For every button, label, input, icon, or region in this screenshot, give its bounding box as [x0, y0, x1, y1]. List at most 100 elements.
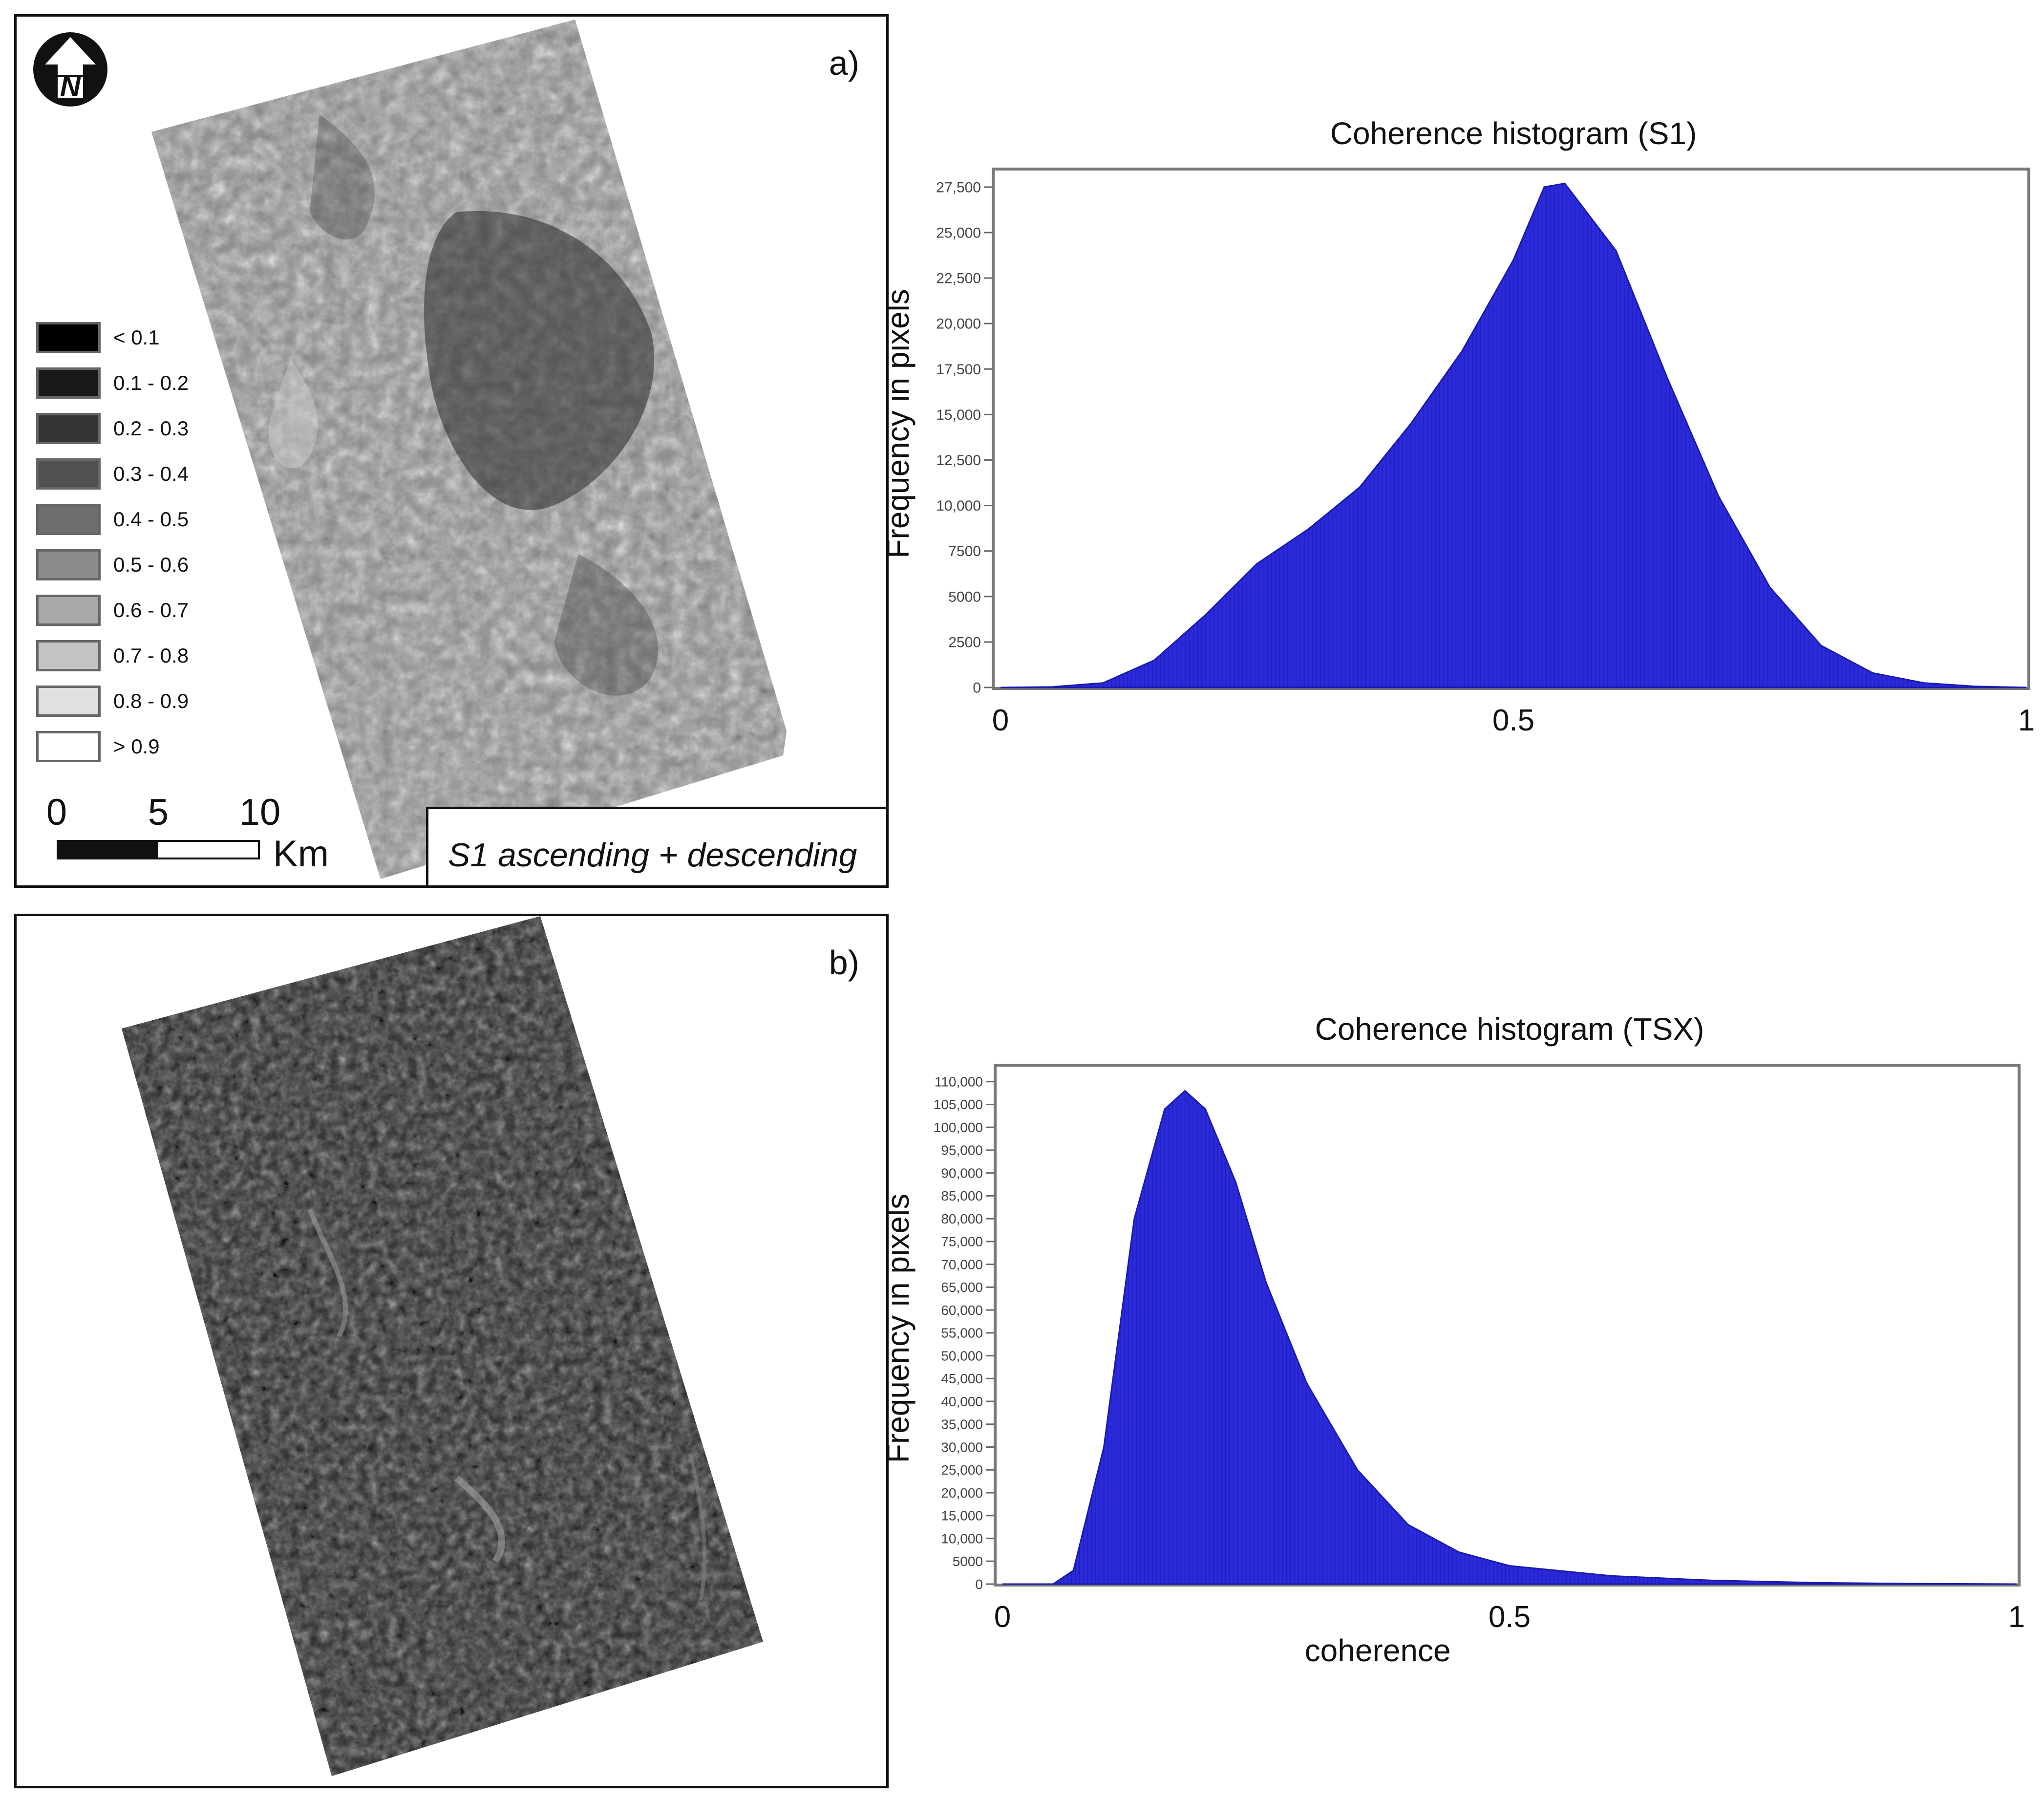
y-tick-label: 5000 [953, 1554, 983, 1569]
scale-unit: Km [273, 833, 329, 875]
y-tick-label: 5000 [948, 589, 981, 605]
legend-item: > 0.9 [36, 724, 189, 769]
y-tick-label: 7500 [948, 543, 981, 559]
legend-item: 0.8 - 0.9 [36, 678, 189, 724]
legend-swatch [36, 412, 101, 444]
y-tick-label: 105,000 [934, 1097, 983, 1112]
plot-frame [994, 1064, 2021, 1587]
coherence-legend: < 0.1 0.1 - 0.2 0.2 - 0.3 0.3 - 0.4 0.4 - 0.… [36, 315, 189, 769]
x-tick-label: 0.5 [1492, 704, 1534, 737]
y-tick-label: 65,000 [941, 1280, 983, 1295]
legend-label: 0.7 - 0.8 [113, 644, 189, 667]
x-tick-label: 1 [2008, 1600, 2025, 1634]
y-tick-label: 40,000 [941, 1394, 983, 1409]
legend-item: < 0.1 [36, 315, 189, 360]
y-tick-label: 17,500 [936, 362, 981, 378]
panel-label-a: a) [829, 44, 859, 82]
legend-swatch [36, 730, 101, 762]
histogram-chart-tsx: Coherence histogram (TSX) 0 5000 10,000 15,0… [880, 1011, 2025, 1668]
y-tick-label: 2500 [948, 634, 981, 650]
histogram-chart-s1: Coherence histogram (S1) 0 2500 5000 7500 10,… [880, 116, 2035, 737]
x-tick-label: 1 [2018, 704, 2035, 737]
legend-label: 0.2 - 0.3 [113, 416, 189, 440]
x-axis-label: coherence [1305, 1633, 1451, 1668]
histogram-bin-lines [1055, 1091, 2013, 1584]
legend-swatch [36, 640, 101, 671]
y-tick-label: 75,000 [941, 1234, 983, 1249]
legend-swatch [36, 322, 101, 353]
map-caption: S1 ascending + descending [448, 837, 857, 874]
y-tick-label: 85,000 [941, 1188, 983, 1203]
legend-swatch [36, 594, 101, 626]
svg-text:N: N [60, 70, 81, 102]
legend-label: > 0.9 [113, 734, 160, 758]
legend-label: 0.5 - 0.6 [113, 553, 189, 576]
y-tick-label: 50,000 [941, 1348, 983, 1363]
y-tick-label: 110,000 [935, 1074, 983, 1089]
legend-swatch [36, 367, 101, 399]
y-tick-label: 100,000 [934, 1120, 983, 1135]
legend-swatch [36, 458, 101, 490]
y-tick-label: 45,000 [941, 1371, 983, 1386]
y-axis-label: Frequency in pixels [880, 289, 916, 558]
scale-bar: 0 5 10 Km [36, 791, 329, 875]
y-tick-label: 20,000 [936, 316, 981, 332]
y-tick-label: 80,000 [941, 1211, 983, 1226]
scale-tick-0: 0 [46, 792, 67, 833]
legend-item: 0.5 - 0.6 [36, 542, 189, 587]
y-tick-label: 15,000 [941, 1508, 983, 1523]
scale-bar-graphic [57, 840, 260, 859]
legend-item: 0.6 - 0.7 [36, 587, 189, 633]
histogram-series [1002, 1090, 2017, 1585]
legend-label: < 0.1 [113, 325, 160, 349]
map-panel-b: b) [14, 914, 889, 1788]
legend-item: 0.7 - 0.8 [36, 633, 189, 678]
panel-label-b: b) [829, 944, 859, 982]
scale-tick-5: 5 [148, 792, 169, 833]
chart-title: Coherence histogram (TSX) [1315, 1011, 1704, 1047]
y-axis-label: Frequency in pixels [880, 1194, 916, 1463]
y-tick-label: 90,000 [941, 1165, 983, 1180]
legend-label: 0.4 - 0.5 [113, 507, 189, 531]
coherence-map-tsx [122, 916, 763, 1776]
y-tick-label: 20,000 [941, 1485, 983, 1501]
y-tick-label: 0 [973, 680, 981, 696]
y-tick-label: 35,000 [941, 1417, 983, 1432]
legend-swatch [36, 685, 101, 717]
chart-title: Coherence histogram (S1) [1330, 116, 1697, 151]
map-panel-a: N a) < 0.1 0.1 - 0.2 0.2 - 0.3 0.3 - 0.4 0.4… [14, 14, 889, 888]
y-tick-label: 30,000 [941, 1439, 983, 1455]
caption-box: S1 ascending + descending [426, 807, 886, 885]
y-tick-label: 10,000 [936, 498, 981, 514]
y-tick-label: 0 [975, 1577, 983, 1592]
plot-frame [992, 168, 2030, 690]
y-tick-label: 10,000 [941, 1531, 983, 1546]
y-tick-label: 15,000 [936, 407, 981, 423]
legend-label: 0.3 - 0.4 [113, 462, 189, 485]
y-tick-label: 70,000 [941, 1257, 983, 1272]
coherence-map-s1 [151, 20, 787, 879]
histogram-bin-lines [1004, 184, 2023, 687]
y-tick-label: 95,000 [941, 1143, 983, 1158]
y-tick-label: 12,500 [936, 452, 981, 469]
y-tick-label: 25,000 [941, 1462, 983, 1478]
legend-swatch [36, 549, 101, 580]
y-tick-label: 60,000 [941, 1303, 983, 1318]
y-tick-label: 55,000 [941, 1326, 983, 1341]
north-arrow-icon: N [31, 30, 109, 111]
legend-label: 0.1 - 0.2 [113, 371, 189, 394]
legend-item: 0.4 - 0.5 [36, 496, 189, 542]
histogram-series [1000, 182, 2027, 688]
y-tick-label: 25,000 [936, 225, 981, 241]
legend-item: 0.2 - 0.3 [36, 406, 189, 451]
x-tick-label: 0.5 [1489, 1600, 1531, 1634]
legend-item: 0.1 - 0.2 [36, 360, 189, 406]
legend-item: 0.3 - 0.4 [36, 451, 189, 496]
x-tick-label: 0 [992, 704, 1009, 737]
legend-swatch [36, 503, 101, 535]
x-tick-label: 0 [994, 1600, 1011, 1634]
y-tick-label: 22,500 [936, 271, 981, 287]
scale-tick-10: 10 [239, 792, 281, 833]
y-tick-label: 27,500 [936, 179, 981, 195]
legend-label: 0.6 - 0.7 [113, 598, 189, 622]
